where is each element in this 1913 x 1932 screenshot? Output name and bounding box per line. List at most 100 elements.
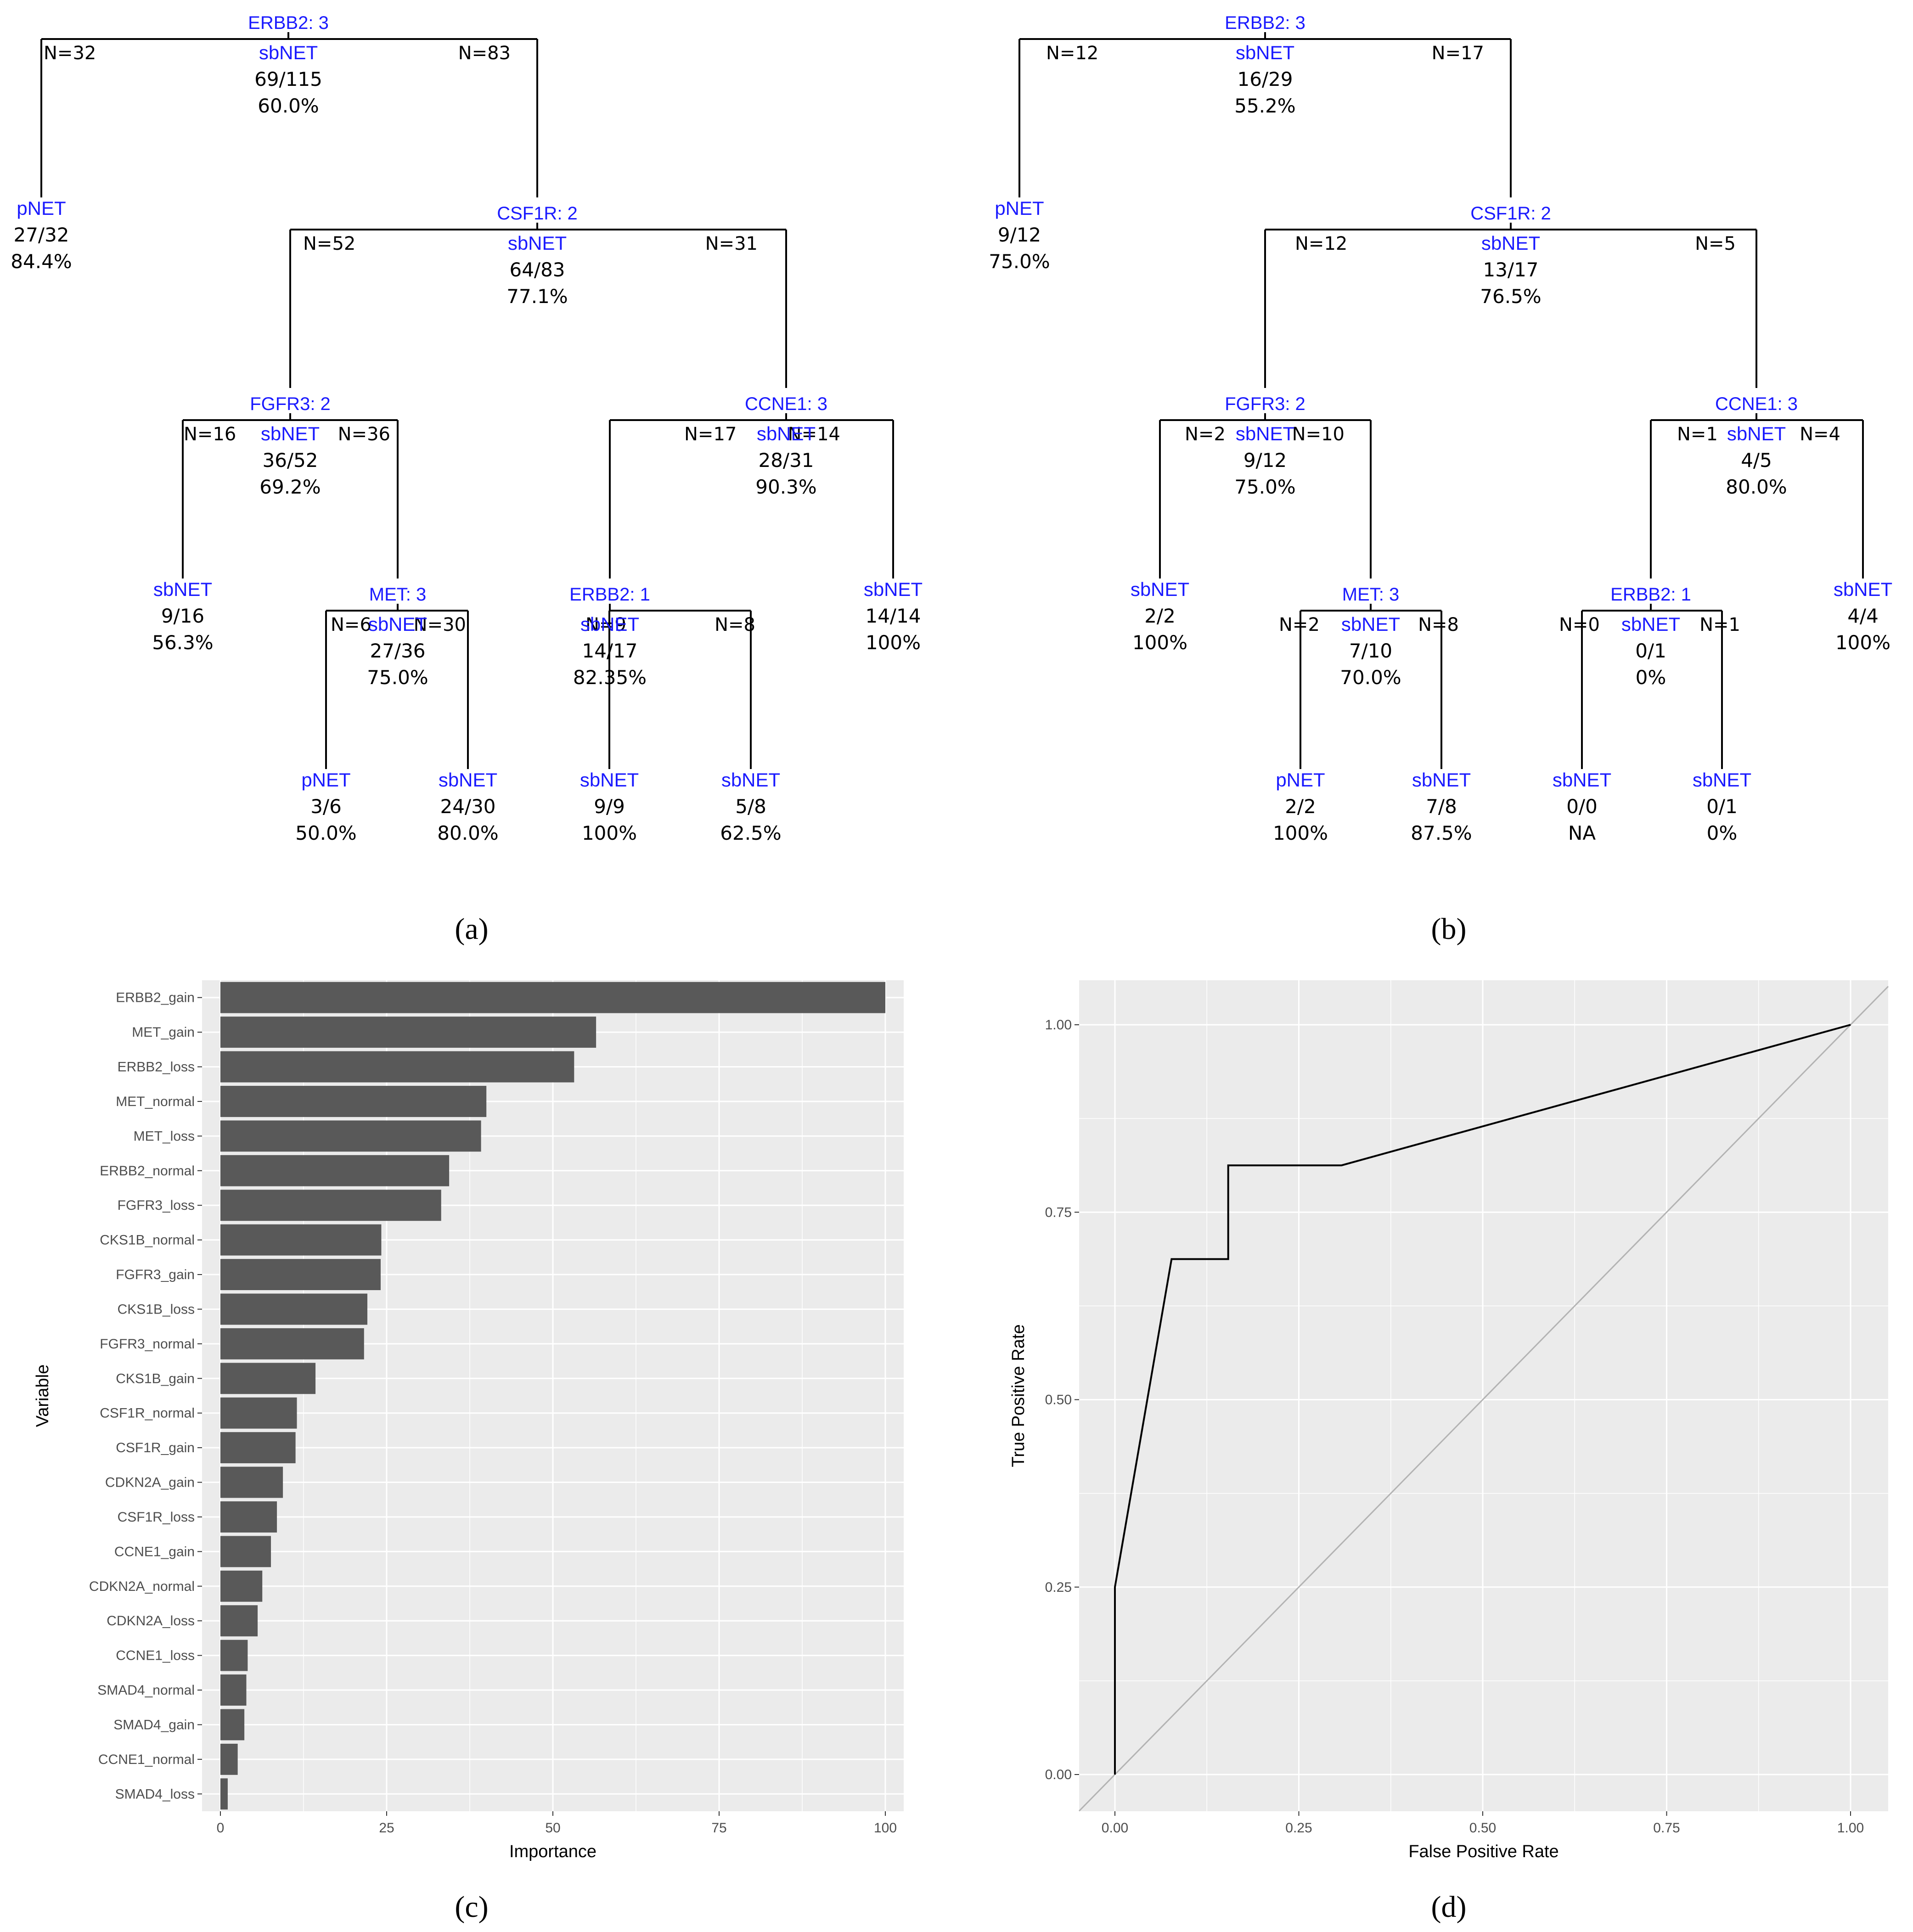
node-class: sbNET <box>1412 769 1471 791</box>
x-tick-label: 50 <box>545 1820 560 1836</box>
bar-CCNE1_normal <box>220 1743 238 1775</box>
y-tick-label: FGFR3_loss <box>118 1198 195 1213</box>
bar-FGFR3_normal <box>220 1328 364 1359</box>
bar-ERBB2_loss <box>220 1051 574 1083</box>
node-class: sbNET <box>508 232 567 254</box>
node-percent: 0% <box>1636 666 1666 689</box>
node-class: sbNET <box>1236 423 1294 444</box>
node-class: sbNET <box>368 613 427 635</box>
split-label: ERBB2: 1 <box>1610 584 1691 605</box>
split-label: CCNE1: 3 <box>1715 394 1798 414</box>
y-axis-title: True Positive Rate <box>1009 1324 1028 1467</box>
node-class: sbNET <box>580 769 639 791</box>
bar-CKS1B_normal <box>220 1224 382 1256</box>
node-percent: 70.0% <box>1340 666 1401 689</box>
branch-count: N=12 <box>1295 233 1347 254</box>
node-percent: 69.2% <box>259 476 321 498</box>
x-tick-label: 0.75 <box>1653 1820 1680 1836</box>
node-fraction: 9/9 <box>594 795 625 818</box>
y-tick-label: CDKN2A_gain <box>105 1475 195 1490</box>
node-class: pNET <box>17 197 66 219</box>
node-fraction: 14/17 <box>582 640 637 662</box>
node-class: sbNET <box>1481 232 1540 254</box>
branch-count: N=16 <box>184 424 236 445</box>
node-percent: 100% <box>1132 631 1187 654</box>
y-tick-label: ERBB2_gain <box>116 990 195 1005</box>
node-class: sbNET <box>439 769 497 791</box>
node-class: sbNET <box>1834 578 1892 600</box>
bar-CSF1R_loss <box>220 1501 277 1533</box>
branch-count: N=12 <box>1046 43 1098 64</box>
node-fraction: 9/16 <box>161 605 204 627</box>
y-tick-label: CCNE1_normal <box>98 1752 195 1767</box>
split-label: ERBB2: 1 <box>569 584 650 605</box>
node-fraction: 0/0 <box>1566 795 1598 818</box>
node-percent: 76.5% <box>1480 285 1541 308</box>
node-fraction: 27/32 <box>13 224 69 246</box>
x-tick-label: 0.00 <box>1102 1820 1128 1836</box>
y-tick-label: CSF1R_normal <box>100 1406 195 1421</box>
roc-curve-chart: 0.00 0.25 0.50 0.75 1.00 0.00 0.25 0.50 0.75 1.00… <box>1009 980 1889 1861</box>
node-class: pNET <box>995 197 1044 219</box>
branch-count: N=17 <box>684 424 737 445</box>
branch-count: N=30 <box>414 614 466 635</box>
bar-SMAD4_loss <box>220 1778 228 1810</box>
bar-CCNE1_gain <box>220 1536 271 1567</box>
branch-count: N=1 <box>1677 424 1718 445</box>
y-tick-label: SMAD4_loss <box>115 1786 195 1802</box>
node-percent: 80.0% <box>1726 476 1787 498</box>
branch-count: N=2 <box>1185 424 1226 445</box>
node-class: sbNET <box>1553 769 1611 791</box>
branch-count: N=8 <box>715 614 755 635</box>
bar-CDKN2A_gain <box>220 1466 283 1498</box>
x-tick-label: 75 <box>711 1820 726 1836</box>
y-axis-title: Variable <box>33 1365 52 1427</box>
node-class: sbNET <box>1621 613 1680 635</box>
bar-CDKN2A_normal <box>220 1570 263 1602</box>
node-fraction: 14/14 <box>865 605 921 627</box>
panel-label-a: (a) <box>455 912 488 946</box>
node-percent: 75.0% <box>367 666 428 689</box>
y-tick-label: CKS1B_loss <box>118 1302 195 1317</box>
node-percent: 100% <box>866 631 921 654</box>
node-percent: 84.4% <box>11 250 72 273</box>
node-class: sbNET <box>1727 423 1786 444</box>
node-fraction: 4/5 <box>1741 449 1772 472</box>
y-tick-label: MET_normal <box>116 1094 195 1109</box>
y-tick-label: MET_gain <box>132 1025 195 1040</box>
tree-panel-b: ERBB2: 3 N=12 N=17 sbNET 16/29 55.2% pNET 9/12 7… <box>989 13 1892 844</box>
node-percent: 55.2% <box>1234 95 1295 117</box>
branch-count: N=4 <box>1800 424 1840 445</box>
x-tick-label: 1.00 <box>1837 1820 1864 1836</box>
y-tick-label: SMAD4_normal <box>97 1683 195 1698</box>
branch-count: N=31 <box>705 233 758 254</box>
node-percent: 75.0% <box>1234 476 1295 498</box>
node-fraction: 3/6 <box>310 795 342 818</box>
split-label: ERBB2: 3 <box>1225 13 1305 33</box>
node-fraction: 24/30 <box>440 795 495 818</box>
bar-FGFR3_gain <box>220 1259 381 1290</box>
x-tick-label: 100 <box>874 1820 897 1836</box>
node-percent: 56.3% <box>152 631 213 654</box>
split-label: ERBB2: 3 <box>248 13 329 33</box>
node-fraction: 36/52 <box>262 449 318 472</box>
branch-count: N=52 <box>303 233 355 254</box>
y-tick-label: CSF1R_loss <box>118 1510 195 1525</box>
branch-count: N=10 <box>1292 424 1345 445</box>
branch-count: N=0 <box>1559 614 1600 635</box>
bar-CSF1R_normal <box>220 1397 297 1429</box>
node-class: sbNET <box>721 769 780 791</box>
node-percent: 100% <box>1835 631 1890 654</box>
node-fraction: 2/2 <box>1285 795 1316 818</box>
branch-count: N=2 <box>1279 614 1320 635</box>
node-percent: 0% <box>1707 822 1738 844</box>
node-class: sbNET <box>261 423 320 444</box>
node-percent: NA <box>1568 822 1596 844</box>
tree-panel-a: ERBB2: 3 N=32 N=83 sbNET 69/115 60.0% pNET 27/3… <box>11 13 923 844</box>
node-class: pNET <box>1276 769 1325 791</box>
split-label: FGFR3: 2 <box>250 394 331 414</box>
bar-MET_normal <box>220 1086 487 1117</box>
node-percent: 77.1% <box>506 285 568 308</box>
node-fraction: 13/17 <box>1483 258 1538 281</box>
y-tick-label: ERBB2_loss <box>118 1060 195 1075</box>
